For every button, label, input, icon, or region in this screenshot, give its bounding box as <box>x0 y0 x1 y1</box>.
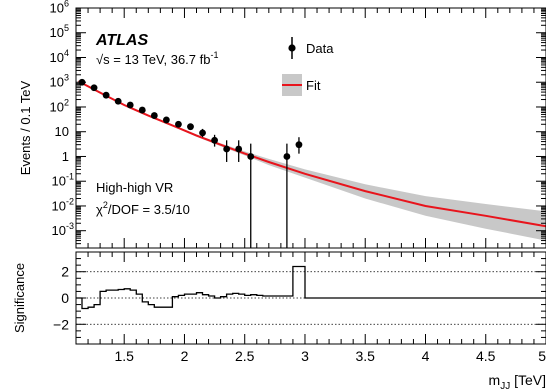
y-tick-label: 10-2 <box>52 196 74 213</box>
fit-uncertainty-band <box>78 80 546 241</box>
data-point <box>102 91 110 99</box>
y-axis-label: Events / 0.1 TeV <box>18 80 33 175</box>
legend-fit-label: Fit <box>306 78 321 93</box>
sig-y-tick-label: 2 <box>61 264 69 280</box>
x-tick-label: 3.5 <box>355 348 375 364</box>
y-tick-label: 104 <box>50 48 69 65</box>
data-marker <box>199 129 206 137</box>
data-point <box>223 140 231 162</box>
data-point <box>150 112 158 119</box>
x-tick-label: 3 <box>301 348 309 364</box>
legend-entry-fit: Fit <box>282 74 321 96</box>
data-point <box>175 120 182 128</box>
fit-band-area <box>78 80 546 241</box>
data-point <box>90 84 98 92</box>
x-tick-label: 4.5 <box>476 348 496 364</box>
data-marker <box>187 123 194 131</box>
y-tick-label: 105 <box>50 23 69 40</box>
x-tick-label: 2 <box>181 348 189 364</box>
data-marker <box>102 91 110 99</box>
data-marker <box>138 106 146 114</box>
data-point <box>114 97 122 105</box>
data-marker <box>114 97 122 105</box>
data-point <box>138 106 146 114</box>
region-label: High-high VR <box>96 180 173 195</box>
legend-data-marker <box>288 44 296 52</box>
x-tick-label: 2.5 <box>235 348 255 364</box>
atlas-label: ATLAS <box>95 32 148 49</box>
data-point <box>199 128 206 138</box>
main-plot-frame <box>75 7 546 249</box>
y-tick-label: 103 <box>50 73 69 90</box>
x-axis-ticks-top <box>75 8 546 248</box>
data-marker <box>295 141 303 149</box>
data-point <box>126 101 134 109</box>
data-point <box>283 143 291 248</box>
data-marker <box>126 101 134 109</box>
y-tick-label: 10-1 <box>52 172 74 189</box>
y-tick-label: 10 <box>55 124 69 139</box>
significance-y-ticks: 2 0 −2 <box>53 258 546 338</box>
data-point <box>295 137 303 154</box>
legend: Data Fit <box>282 37 334 96</box>
significance-histogram <box>76 265 546 310</box>
x-axis-label: mJJ [TeV] <box>489 372 546 391</box>
y-tick-label: 10-3 <box>52 221 74 238</box>
data-point <box>247 143 255 248</box>
x-axis-ticks: 1.5 2 2.5 3 3.5 4 4.5 5 <box>75 252 546 364</box>
data-marker <box>90 84 98 92</box>
data-point <box>235 140 243 162</box>
legend-data-label: Data <box>306 41 334 56</box>
energy-lumi-label: √s = 13 TeV, 36.7 fb-1 <box>96 50 219 67</box>
data-marker <box>150 112 158 119</box>
data-point <box>187 123 194 131</box>
x-tick-label: 1.5 <box>114 348 134 364</box>
x-tick-label: 5 <box>538 348 546 364</box>
data-marker <box>235 145 243 153</box>
data-marker <box>247 153 255 160</box>
data-marker <box>175 120 182 128</box>
sig-y-tick-label: 0 <box>61 290 69 306</box>
data-points-group <box>78 78 303 248</box>
data-point <box>211 134 218 147</box>
significance-y-label: Significance <box>12 263 27 333</box>
data-marker <box>283 153 291 160</box>
sig-y-tick-label: −2 <box>53 316 69 332</box>
y-tick-label: 1 <box>62 149 69 164</box>
significance-panel: 2 0 −2 1.5 2 2.5 3 3.5 4 4.5 5 Significance mJJ [… <box>12 251 546 391</box>
chi2-label: χ2/DOF = 3.5/10 <box>96 200 190 217</box>
data-marker <box>211 136 218 144</box>
legend-entry-data: Data <box>288 37 334 59</box>
y-tick-label: 106 <box>50 0 69 16</box>
y-tick-label: 102 <box>50 97 69 114</box>
data-point <box>162 116 170 124</box>
x-tick-label: 4 <box>422 348 430 364</box>
data-marker <box>162 116 170 124</box>
data-marker <box>223 145 231 153</box>
